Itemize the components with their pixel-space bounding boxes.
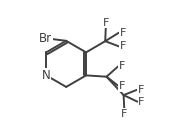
Text: Br: Br (39, 32, 52, 45)
Text: N: N (42, 69, 51, 82)
Text: F: F (119, 81, 125, 91)
Text: F: F (120, 41, 126, 51)
Text: F: F (119, 61, 125, 70)
Text: F: F (103, 18, 109, 28)
Text: F: F (120, 28, 126, 38)
Text: F: F (121, 109, 127, 119)
Text: F: F (138, 97, 145, 107)
Text: F: F (138, 85, 144, 95)
